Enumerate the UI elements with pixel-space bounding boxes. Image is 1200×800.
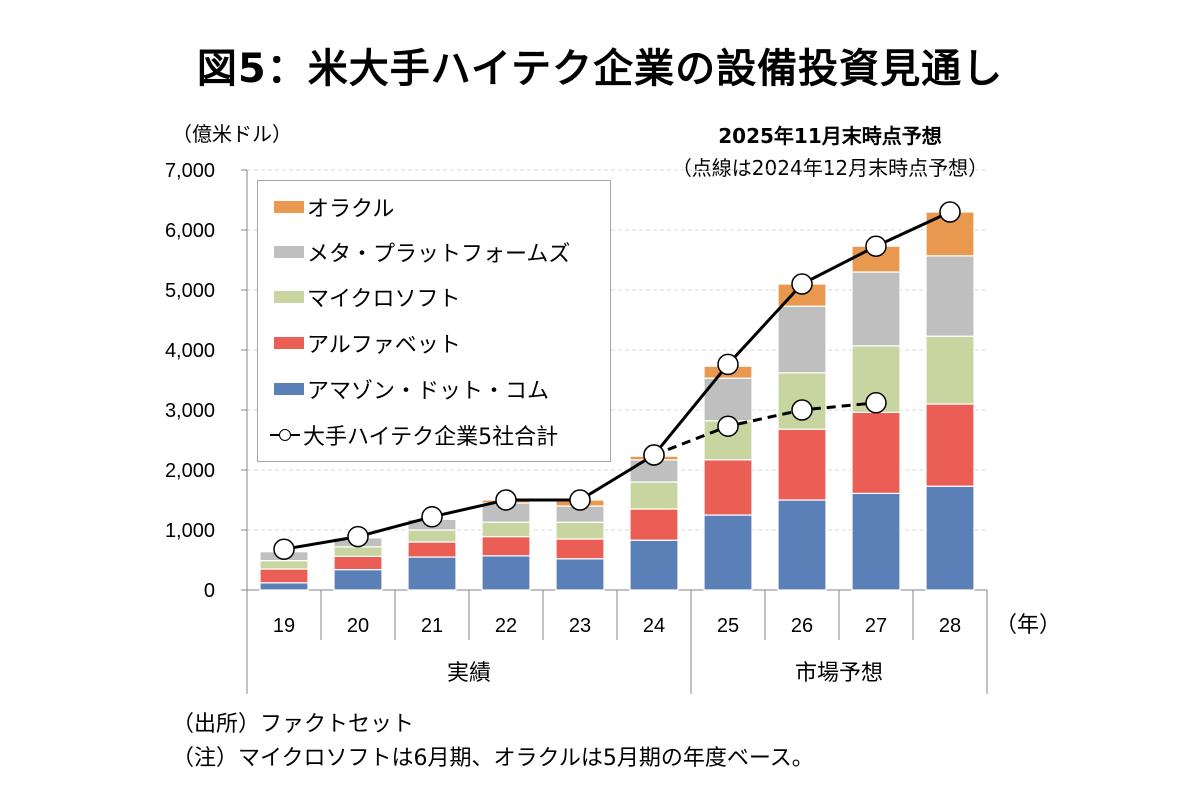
legend-item-microsoft: マイクロソフト (274, 281, 461, 313)
meta-swatch-icon (274, 246, 304, 258)
x-tick-label: 25 (717, 615, 739, 637)
total-line-marker (939, 201, 961, 223)
y-tick-label: 4,000 (165, 340, 215, 362)
total-line-marker (717, 353, 739, 376)
amazon-swatch-icon (274, 383, 304, 395)
dashed-total-line (653, 401, 877, 457)
bar-segment (555, 558, 605, 591)
y-tick-label: 7,000 (165, 160, 215, 182)
bar-segment (333, 546, 383, 557)
footnote: （注）マイクロソフトは6月期、オラクルは5月期の年度ベース。 (172, 746, 814, 771)
total-line-marker (791, 273, 813, 295)
x-tick-label: 23 (569, 615, 591, 637)
total-line-marker (273, 538, 295, 560)
legend-label: メタ・プラットフォームズ (307, 242, 571, 267)
y-tick-label: 3,000 (165, 400, 215, 422)
y-tick-label: 1,000 (165, 520, 215, 542)
microsoft-swatch-icon (274, 291, 304, 303)
legend-label: マイクロソフト (307, 287, 461, 312)
bar-segment (629, 508, 679, 541)
x-tick-label: 19 (273, 615, 295, 637)
legend-item-meta: メタ・プラットフォームズ (274, 236, 570, 268)
x-tick-label: 24 (643, 615, 665, 637)
forecast-date-annotation: 2025年11月末時点予想 (718, 124, 942, 148)
bar-segment (777, 499, 827, 591)
bar-segment (851, 271, 901, 347)
bar-segment (259, 568, 309, 584)
bar-segment (925, 403, 975, 487)
x-tick-label: 21 (421, 615, 443, 637)
bar-segment (703, 514, 753, 591)
tick-labels: 0 1,000 2,000 3,000 4,000 5,000 6,000 7,000 実績 市場… (165, 160, 1061, 686)
bar-segment (333, 568, 383, 591)
y-tick-label: 0 (204, 580, 215, 602)
legend-item-total: 大手ハイテク企業5社合計 (270, 419, 558, 451)
bar-segment (407, 541, 457, 558)
y-tick-label: 5,000 (165, 280, 215, 302)
legend-item-alphabet: アルファベット (274, 327, 461, 359)
x-tick-label: 22 (495, 615, 517, 637)
total-line-marker (347, 525, 369, 548)
bar-segment (259, 582, 309, 591)
dashed-line-marker (865, 392, 887, 414)
legend-label: オラクル (307, 197, 395, 222)
x-tick-label: 26 (791, 615, 813, 637)
bar-segment (777, 305, 827, 374)
x-group-label: 実績 (447, 661, 491, 686)
total-line (283, 210, 951, 551)
x-tick-label: 27 (865, 615, 887, 637)
legend-label: 大手ハイテク企業5社合計 (303, 425, 559, 450)
total-line-marker (569, 489, 591, 511)
bar-segment (481, 521, 531, 538)
total-line-marker (865, 235, 887, 257)
source-note: （出所）ファクトセット (172, 712, 415, 737)
bar-segment (925, 335, 975, 405)
total-line-marker (421, 506, 443, 528)
bar-segment (851, 411, 901, 494)
dashed-line-marker (791, 399, 813, 421)
total-line-marker (643, 444, 665, 466)
legend-item-amazon: アマゾン・ドット・コム (274, 373, 549, 405)
x-group-label: 市場予想 (795, 661, 883, 686)
bar-segment (925, 485, 975, 591)
x-tick-label: 28 (939, 615, 961, 637)
bar-segment (555, 521, 605, 540)
legend: オラクル メタ・プラットフォームズ マイクロソフト アルファベット アマゾン・ド… (257, 180, 611, 462)
bar-segment (407, 529, 457, 543)
bar-segment (851, 492, 901, 591)
bar-segment (333, 555, 383, 571)
y-axis-unit-label: （億米ドル） (172, 122, 292, 146)
alphabet-swatch-icon (274, 337, 304, 349)
oracle-swatch-icon (274, 201, 304, 213)
dashed-line-annotation: （点線は2024年12月末時点予想） (671, 156, 989, 180)
bar-segment (925, 255, 975, 337)
bar-segment (703, 459, 753, 516)
legend-item-oracle: オラクル (274, 191, 394, 223)
bar-segment (259, 559, 309, 570)
bar-segment (407, 556, 457, 591)
total-line-marker (495, 489, 517, 511)
bar-segment (481, 555, 531, 591)
chart-title: 図5：米大手ハイテク企業の設備投資見通し (196, 46, 1004, 92)
total-lines (273, 201, 961, 560)
legend-label: アマゾン・ドット・コム (307, 379, 550, 404)
bar-segment (481, 535, 531, 557)
line-marker-icon (270, 427, 300, 443)
bar-segment (629, 481, 679, 510)
dashed-line-marker (717, 415, 739, 437)
bar-segment (629, 539, 679, 591)
y-tick-label: 2,000 (165, 460, 215, 482)
bar-segment (555, 538, 605, 560)
bar-segment (777, 428, 827, 501)
x-axis-label: （年） (995, 613, 1061, 638)
x-tick-label: 20 (347, 615, 369, 637)
y-tick-label: 6,000 (165, 220, 215, 242)
legend-label: アルファベット (307, 333, 461, 358)
